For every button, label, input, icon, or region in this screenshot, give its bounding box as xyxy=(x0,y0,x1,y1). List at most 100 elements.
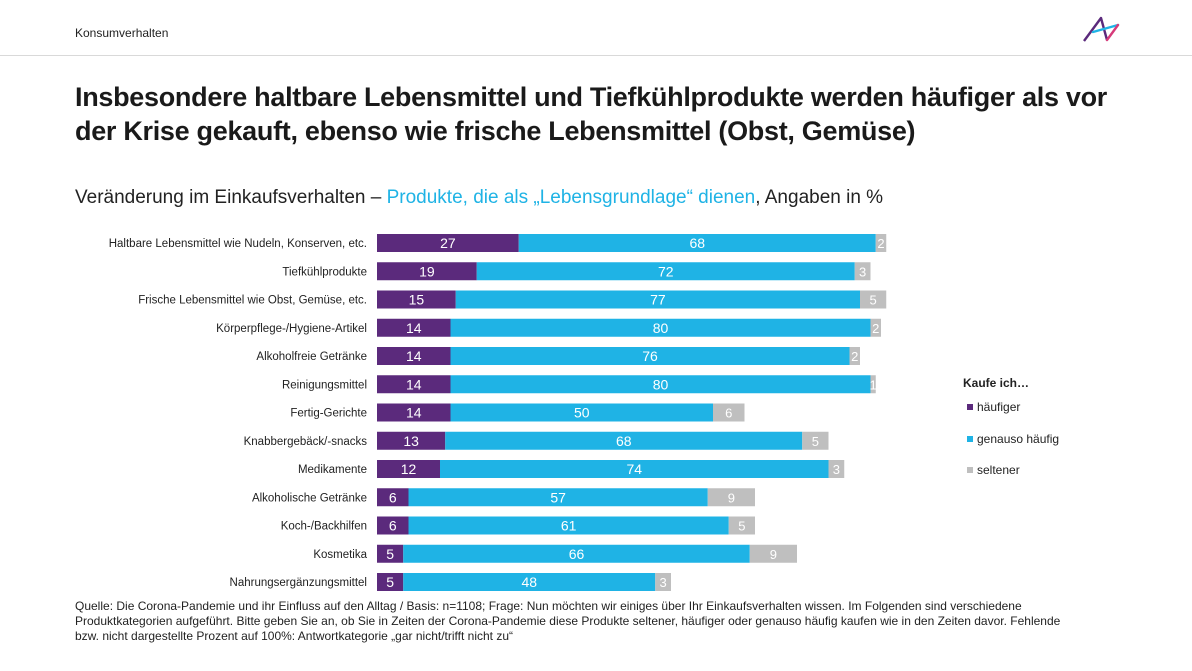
bar-haeufiger xyxy=(377,488,409,507)
bar-haeufiger xyxy=(377,403,451,422)
brand-logo-icon xyxy=(1083,16,1120,42)
bar-seltener xyxy=(860,290,887,309)
category-label: Haltbare Lebensmittel wie Nudeln, Konser… xyxy=(109,238,367,250)
data-label-genauso: 57 xyxy=(550,489,566,505)
data-label-seltener: 5 xyxy=(812,434,819,449)
data-label-seltener: 2 xyxy=(872,321,879,336)
bar-genauso xyxy=(476,262,855,281)
bar-seltener xyxy=(870,318,881,337)
bar-haeufiger xyxy=(377,290,456,309)
data-label-genauso: 68 xyxy=(616,433,632,449)
data-label-seltener: 3 xyxy=(660,575,667,590)
data-label-haeufiger: 13 xyxy=(403,433,419,449)
legend-title: Kaufe ich… xyxy=(963,376,1030,390)
data-label-haeufiger: 6 xyxy=(389,489,397,505)
bar-seltener xyxy=(728,516,755,535)
category-label: Alkoholfreie Getränke xyxy=(256,351,367,363)
category-label: Knabbergebäck/-snacks xyxy=(244,436,368,448)
category-label: Frische Lebensmittel wie Obst, Gemüse, e… xyxy=(138,295,367,307)
data-label-haeufiger: 14 xyxy=(406,376,422,392)
bar-genauso xyxy=(408,516,729,535)
bar-haeufiger xyxy=(377,347,451,365)
bar-genauso xyxy=(455,290,860,309)
data-label-genauso: 77 xyxy=(650,292,666,308)
chart-subtitle: Veränderung im Einkaufsverhalten – Produ… xyxy=(75,187,883,209)
data-label-genauso: 61 xyxy=(561,518,577,534)
bar-haeufiger xyxy=(377,516,409,535)
data-label-genauso: 68 xyxy=(689,235,705,251)
data-label-seltener: 2 xyxy=(877,236,884,251)
data-label-haeufiger: 5 xyxy=(386,574,394,590)
data-label-seltener: 3 xyxy=(859,264,866,279)
bar-seltener xyxy=(802,431,829,450)
source-note: Quelle: Die Corona-Pandemie und ihr Einf… xyxy=(75,599,1061,643)
data-label-genauso: 80 xyxy=(653,320,669,336)
legend-swatch-genauso xyxy=(967,435,973,442)
data-label-seltener: 5 xyxy=(870,293,877,308)
bar-haeufiger xyxy=(377,460,440,478)
category-label: Reinigungsmittel xyxy=(282,379,367,391)
bar-genauso xyxy=(440,460,829,478)
data-label-haeufiger: 12 xyxy=(401,461,417,477)
bar-haeufiger xyxy=(377,234,519,252)
bar-genauso xyxy=(408,488,708,507)
legend-label: genauso häufig xyxy=(977,432,1060,446)
legend-swatch-haeufiger xyxy=(967,403,973,410)
category-label: Fertig-Gerichte xyxy=(290,408,367,420)
legend-item-genauso: genauso häufig xyxy=(967,432,1059,446)
data-label-haeufiger: 14 xyxy=(406,405,422,421)
category-label: Koch-/Backhilfen xyxy=(281,521,367,533)
bar-genauso xyxy=(450,318,871,337)
bar-seltener xyxy=(849,347,860,365)
bar-genauso xyxy=(403,573,656,591)
bar-genauso xyxy=(518,234,876,252)
bar-seltener xyxy=(707,488,755,507)
bar-seltener xyxy=(749,544,797,563)
legend-label: seltener xyxy=(977,463,1020,477)
bar-seltener xyxy=(875,234,887,252)
subtitle-highlight: Produkte, die als „Lebensgrundlage“ dien… xyxy=(386,187,756,208)
bar-seltener xyxy=(854,262,871,281)
bar-haeufiger xyxy=(377,544,404,563)
data-label-genauso: 74 xyxy=(626,461,642,477)
data-label-genauso: 80 xyxy=(653,376,669,392)
data-label-haeufiger: 6 xyxy=(389,518,397,534)
data-label-seltener: 5 xyxy=(738,519,745,534)
data-label-seltener: 1 xyxy=(870,377,877,392)
data-label-seltener: 3 xyxy=(833,462,840,477)
legend-item-seltener: seltener xyxy=(967,463,1020,477)
data-label-genauso: 50 xyxy=(574,405,590,421)
category-label: Körperpflege-/Hygiene-Artikel xyxy=(216,323,367,335)
data-label-seltener: 6 xyxy=(725,406,732,421)
bar-seltener xyxy=(713,403,745,422)
bar-genauso xyxy=(445,431,803,450)
category-label: Medikamente xyxy=(298,464,367,476)
bar-genauso xyxy=(450,375,871,394)
data-label-genauso: 66 xyxy=(569,546,585,562)
bar-seltener xyxy=(655,573,671,591)
data-label-haeufiger: 5 xyxy=(386,546,394,562)
bar-haeufiger xyxy=(377,318,451,337)
bar-haeufiger xyxy=(377,375,451,394)
legend-item-haeufiger: häufiger xyxy=(967,400,1020,414)
bar-seltener xyxy=(870,375,876,394)
data-label-seltener: 9 xyxy=(770,547,777,562)
page-title: Insbesondere haltbare Lebensmittel und T… xyxy=(75,82,1108,146)
data-label-haeufiger: 14 xyxy=(406,348,422,364)
legend-swatch-seltener xyxy=(967,466,973,473)
data-label-haeufiger: 15 xyxy=(409,292,425,308)
data-label-seltener: 9 xyxy=(728,490,735,505)
bar-haeufiger xyxy=(377,431,446,450)
data-label-haeufiger: 14 xyxy=(406,320,422,336)
bar-haeufiger xyxy=(377,573,404,591)
bar-genauso xyxy=(403,544,750,563)
subtitle-suffix: , Angaben in % xyxy=(755,187,884,208)
data-label-genauso: 76 xyxy=(642,348,658,364)
category-label: Nahrungsergänzungsmittel xyxy=(230,577,367,589)
data-label-seltener: 2 xyxy=(851,349,858,364)
data-label-haeufiger: 27 xyxy=(440,235,456,251)
category-label: Alkoholische Getränke xyxy=(252,492,367,504)
bar-seltener xyxy=(828,460,845,478)
bar-genauso xyxy=(450,347,850,365)
